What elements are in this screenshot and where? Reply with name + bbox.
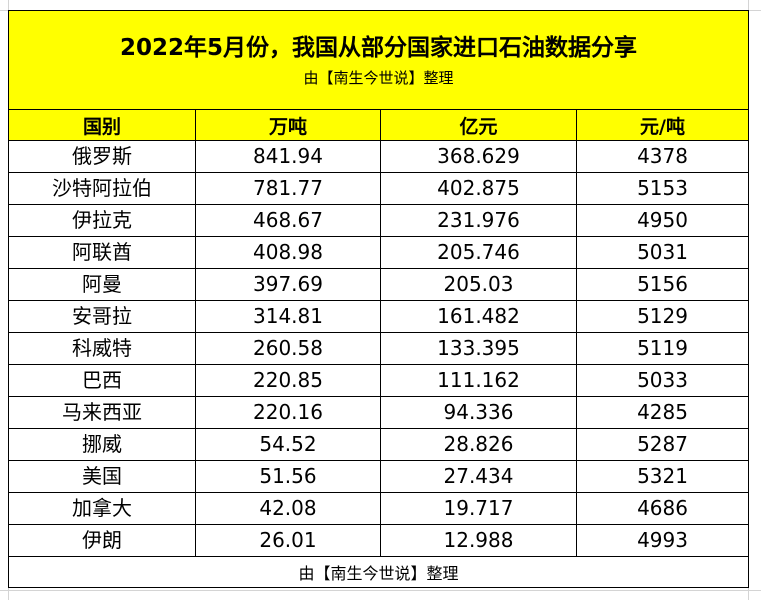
table-row: 阿联酋 408.98 205.746 5031 xyxy=(8,236,750,269)
table-row: 马来西亚 220.16 94.336 4285 xyxy=(8,396,750,429)
cell-wan-ton[interactable]: 26.01 xyxy=(195,524,381,557)
cell-yi-yuan[interactable]: 133.395 xyxy=(380,332,577,365)
column-header-row: 国别 万吨 亿元 元/吨 xyxy=(8,109,750,141)
table-row: 挪威 54.52 28.826 5287 xyxy=(8,428,750,461)
cell-yi-yuan[interactable]: 402.875 xyxy=(380,172,577,205)
cell-country[interactable]: 加拿大 xyxy=(8,492,196,525)
cell-yi-yuan[interactable]: 368.629 xyxy=(380,140,577,173)
header-wan-ton[interactable]: 万吨 xyxy=(195,109,381,141)
table-row: 伊拉克 468.67 231.976 4950 xyxy=(8,204,750,237)
cell-wan-ton[interactable]: 42.08 xyxy=(195,492,381,525)
cell-country[interactable]: 科威特 xyxy=(8,332,196,365)
footer-row: 由【南生今世说】整理 xyxy=(7,556,750,588)
cell-yi-yuan[interactable]: 27.434 xyxy=(380,460,577,493)
cell-wan-ton[interactable]: 397.69 xyxy=(195,268,381,301)
cell-yuan-per-ton[interactable]: 4993 xyxy=(575,524,750,557)
cell-yi-yuan[interactable]: 19.717 xyxy=(380,492,577,525)
cell-yi-yuan[interactable]: 161.482 xyxy=(380,300,577,333)
cell-wan-ton[interactable]: 408.98 xyxy=(195,236,381,269)
cell-yi-yuan[interactable]: 205.746 xyxy=(380,236,577,269)
cell-yuan-per-ton[interactable]: 5153 xyxy=(575,172,750,205)
data-table-wrapper: 2022年5月份，我国从部分国家进口石油数据分享 由【南生今世说】整理 国别 万… xyxy=(7,10,750,588)
table-row: 巴西 220.85 111.162 5033 xyxy=(8,364,750,397)
table-row: 科威特 260.58 133.395 5119 xyxy=(8,332,750,365)
cell-yi-yuan[interactable]: 231.976 xyxy=(380,204,577,237)
cell-country[interactable]: 挪威 xyxy=(8,428,196,461)
title-row: 2022年5月份，我国从部分国家进口石油数据分享 由【南生今世说】整理 xyxy=(7,10,750,110)
cell-yi-yuan[interactable]: 94.336 xyxy=(380,396,577,429)
cell-country[interactable]: 安哥拉 xyxy=(8,300,196,333)
cell-wan-ton[interactable]: 468.67 xyxy=(195,204,381,237)
cell-yuan-per-ton[interactable]: 4378 xyxy=(575,140,750,173)
cell-yuan-per-ton[interactable]: 5033 xyxy=(575,364,750,397)
cell-yuan-per-ton[interactable]: 5119 xyxy=(575,332,750,365)
header-yuan-per-ton[interactable]: 元/吨 xyxy=(575,109,750,141)
cell-wan-ton[interactable]: 260.58 xyxy=(195,332,381,365)
table-subtitle: 由【南生今世说】整理 xyxy=(303,69,454,87)
cell-yi-yuan[interactable]: 111.162 xyxy=(380,364,577,397)
cell-wan-ton[interactable]: 51.56 xyxy=(195,460,381,493)
cell-country[interactable]: 伊朗 xyxy=(8,524,196,557)
cell-yi-yuan[interactable]: 28.826 xyxy=(380,428,577,461)
table-row: 阿曼 397.69 205.03 5156 xyxy=(8,268,750,301)
cell-country[interactable]: 伊拉克 xyxy=(8,204,196,237)
cell-yi-yuan[interactable]: 205.03 xyxy=(380,268,577,301)
cell-wan-ton[interactable]: 220.85 xyxy=(195,364,381,397)
table-row: 沙特阿拉伯 781.77 402.875 5153 xyxy=(8,172,750,205)
cell-country[interactable]: 马来西亚 xyxy=(8,396,196,429)
header-country[interactable]: 国别 xyxy=(8,109,196,141)
cell-yuan-per-ton[interactable]: 4285 xyxy=(575,396,750,429)
cell-country[interactable]: 美国 xyxy=(8,460,196,493)
cell-wan-ton[interactable]: 220.16 xyxy=(195,396,381,429)
oil-import-table: 2022年5月份，我国从部分国家进口石油数据分享 由【南生今世说】整理 国别 万… xyxy=(7,10,750,588)
title-cell[interactable]: 2022年5月份，我国从部分国家进口石油数据分享 由【南生今世说】整理 xyxy=(7,10,750,110)
cell-wan-ton[interactable]: 781.77 xyxy=(195,172,381,205)
cell-country[interactable]: 阿曼 xyxy=(8,268,196,301)
cell-yuan-per-ton[interactable]: 4686 xyxy=(575,492,750,525)
cell-yuan-per-ton[interactable]: 5321 xyxy=(575,460,750,493)
table-row: 加拿大 42.08 19.717 4686 xyxy=(8,492,750,525)
table-row: 伊朗 26.01 12.988 4993 xyxy=(8,524,750,557)
table-row: 美国 51.56 27.434 5321 xyxy=(8,460,750,493)
table-row: 俄罗斯 841.94 368.629 4378 xyxy=(8,140,750,173)
cell-country[interactable]: 沙特阿拉伯 xyxy=(8,172,196,205)
header-yi-yuan[interactable]: 亿元 xyxy=(380,109,577,141)
cell-country[interactable]: 巴西 xyxy=(8,364,196,397)
cell-yuan-per-ton[interactable]: 5129 xyxy=(575,300,750,333)
cell-yuan-per-ton[interactable]: 5287 xyxy=(575,428,750,461)
cell-yuan-per-ton[interactable]: 5031 xyxy=(575,236,750,269)
footer-cell[interactable]: 由【南生今世说】整理 xyxy=(7,556,750,588)
table-title: 2022年5月份，我国从部分国家进口石油数据分享 xyxy=(120,35,638,61)
cell-country[interactable]: 阿联酋 xyxy=(8,236,196,269)
table-row: 安哥拉 314.81 161.482 5129 xyxy=(8,300,750,333)
cell-wan-ton[interactable]: 314.81 xyxy=(195,300,381,333)
cell-yi-yuan[interactable]: 12.988 xyxy=(380,524,577,557)
cell-yuan-per-ton[interactable]: 4950 xyxy=(575,204,750,237)
cell-wan-ton[interactable]: 54.52 xyxy=(195,428,381,461)
cell-wan-ton[interactable]: 841.94 xyxy=(195,140,381,173)
cell-country[interactable]: 俄罗斯 xyxy=(8,140,196,173)
cell-yuan-per-ton[interactable]: 5156 xyxy=(575,268,750,301)
